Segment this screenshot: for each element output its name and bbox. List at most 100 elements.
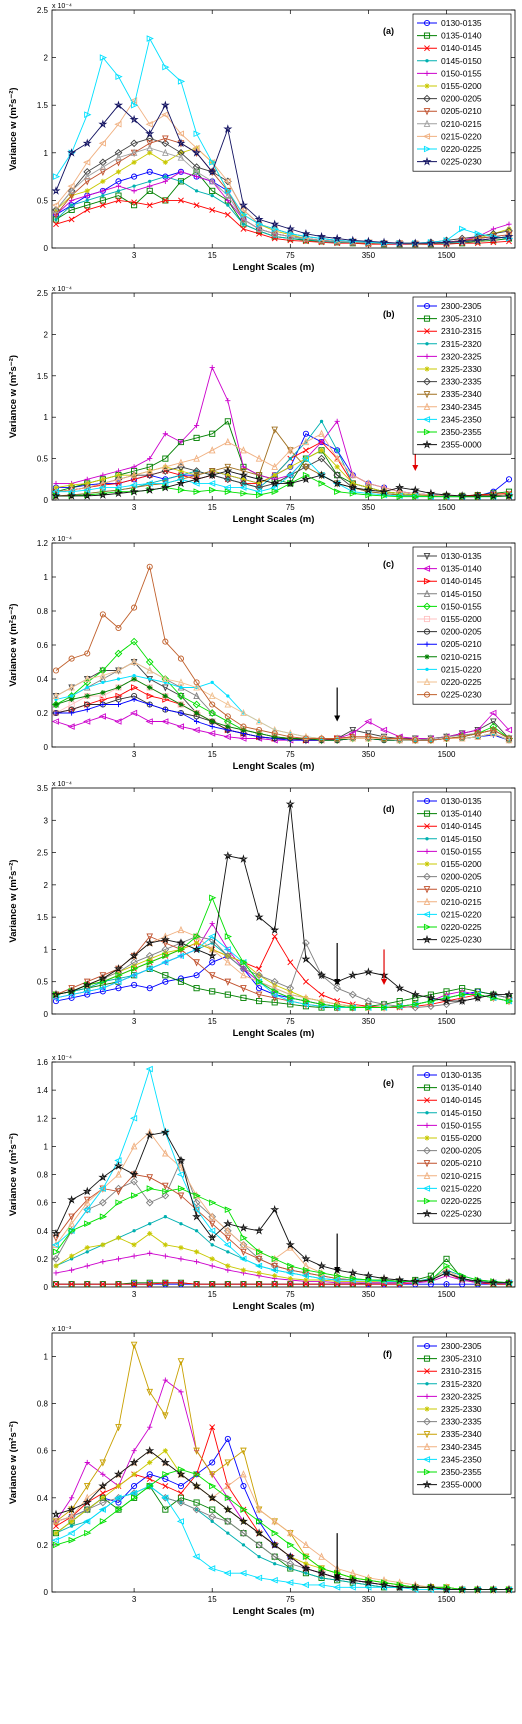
data-point <box>177 458 185 466</box>
data-point <box>287 1565 294 1572</box>
legend-entry: 2305-2310 <box>441 314 482 324</box>
data-point <box>177 678 185 686</box>
y-tick-label: 1.5 <box>37 913 49 922</box>
legend-entry: 2355-0000 <box>441 1480 482 1490</box>
data-point <box>161 467 170 475</box>
data-point <box>271 1529 279 1537</box>
data-point <box>226 1531 230 1535</box>
data-point <box>194 189 199 193</box>
data-point <box>67 723 75 730</box>
data-point <box>51 1509 61 1519</box>
data-point <box>255 1505 263 1513</box>
data-point <box>163 174 167 179</box>
data-point <box>238 1516 248 1526</box>
y-tick-label: 0 <box>44 244 49 253</box>
data-point <box>319 1576 324 1580</box>
data-point <box>146 1388 154 1397</box>
data-point <box>506 221 512 227</box>
data-point <box>52 1248 61 1256</box>
data-point <box>395 238 405 248</box>
data-point <box>334 464 340 470</box>
data-point <box>459 225 467 233</box>
data-point <box>162 684 169 692</box>
series-0220-0225 <box>52 894 514 1011</box>
data-point <box>85 1250 89 1254</box>
data-point <box>505 997 514 1005</box>
y-tick-label: 0 <box>44 1010 49 1019</box>
data-point <box>162 1483 169 1489</box>
data-point <box>147 456 153 462</box>
data-point <box>209 1459 216 1466</box>
data-point <box>256 726 263 734</box>
data-point <box>223 946 231 953</box>
data-point <box>52 1240 60 1248</box>
series-2355-0000 <box>51 1445 514 1594</box>
data-point <box>505 235 514 242</box>
data-point <box>207 470 217 479</box>
data-point <box>223 1517 232 1526</box>
data-point <box>224 488 233 496</box>
legend-marker <box>422 934 432 944</box>
data-point <box>459 991 467 998</box>
data-point <box>318 1269 326 1277</box>
data-point <box>84 1220 92 1228</box>
data-point <box>132 184 136 188</box>
legend-box <box>412 1065 512 1224</box>
y-tick-label: 0.5 <box>37 978 49 987</box>
data-point <box>224 418 231 425</box>
data-point <box>285 1551 295 1561</box>
legend-entry: 0200-0205 <box>441 627 482 637</box>
data-point <box>208 1471 216 1479</box>
data-point <box>193 434 200 441</box>
data-point <box>240 971 247 979</box>
data-point <box>301 1272 309 1280</box>
legend-marker <box>424 641 430 647</box>
data-point <box>146 666 154 674</box>
legend-marker <box>423 1197 432 1205</box>
data-point <box>209 1424 216 1431</box>
data-point <box>176 138 186 148</box>
data-point <box>162 1242 168 1248</box>
data-point <box>145 965 153 973</box>
data-point <box>177 1163 185 1171</box>
legend-marker <box>425 667 429 672</box>
data-point <box>287 729 294 737</box>
data-point <box>256 965 262 972</box>
legend-marker <box>425 837 429 841</box>
data-point <box>287 1001 294 1008</box>
data-point <box>318 735 325 742</box>
legend-entry: 0155-0200 <box>441 859 482 869</box>
data-point <box>115 1170 122 1178</box>
data-point <box>443 1255 450 1262</box>
data-point <box>131 1448 137 1454</box>
y-tick-label: 0.4 <box>37 675 49 684</box>
data-point <box>271 1262 278 1271</box>
data-point <box>240 723 247 730</box>
data-point <box>271 730 278 737</box>
data-point <box>226 1250 230 1254</box>
data-point <box>52 205 60 213</box>
data-point <box>209 894 217 902</box>
chart-panel-6: 0 0.2 0.4 0.6 0.8 1 3 15 75 350 1500 x 10⁻³ Lenght S… <box>8 1326 516 1617</box>
legend: 0130-0135 0135-0140 0140-0145 0145-0150 0150… <box>412 546 512 705</box>
legend-marker <box>423 1417 431 1426</box>
data-point <box>302 735 309 742</box>
panel-label: (c) <box>383 559 394 569</box>
legend-entry: 0135-0140 <box>441 31 482 41</box>
data-point <box>53 1530 59 1536</box>
data-point <box>396 493 404 500</box>
y-exponent-label: x 10⁻⁴ <box>52 1055 72 1062</box>
data-point <box>129 1457 139 1467</box>
x-tick-label: 1500 <box>438 750 456 759</box>
legend-entry: 0225-0230 <box>441 690 482 700</box>
data-point <box>209 486 217 494</box>
arrow-head <box>334 715 341 722</box>
data-point <box>332 478 342 488</box>
data-point <box>255 717 263 725</box>
data-point <box>458 734 466 742</box>
data-point <box>271 983 278 992</box>
legend-entry: 0145-0150 <box>441 834 482 844</box>
x-tick-label: 15 <box>208 1290 217 1299</box>
data-point <box>53 1281 59 1288</box>
data-point <box>302 437 310 446</box>
